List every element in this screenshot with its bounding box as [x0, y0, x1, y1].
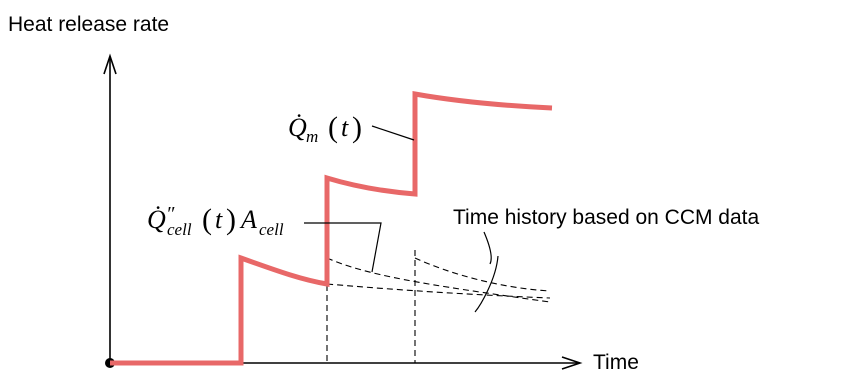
qm-subscript: m — [306, 127, 318, 146]
ccm-history-cell-3 — [414, 257, 551, 292]
ccm-history-cell-2 — [326, 257, 551, 303]
x-axis-arrowhead — [561, 356, 583, 370]
qcell-paren-open: ( — [202, 203, 212, 236]
x-axis-title: Time — [593, 351, 639, 372]
qm-label: Q̇ m ( t ) — [288, 111, 362, 146]
ccm-leader-line — [483, 231, 492, 265]
qcell-symbol: Q̇ — [147, 205, 166, 234]
qm-paren-open: ( — [328, 111, 338, 144]
qm-paren-close: ) — [352, 111, 362, 144]
qm-argument: t — [341, 113, 349, 142]
acell-symbol: A — [239, 205, 257, 234]
y-axis-title: Heat release rate — [8, 13, 169, 36]
y-axis-arrowhead — [103, 53, 117, 75]
qcell-leader-line — [304, 222, 382, 273]
qm-symbol: Q̇ — [288, 113, 307, 142]
qcell-argument: t — [215, 205, 223, 234]
ccm-brace — [474, 255, 499, 313]
ccm-annotation: Time history based on CCM data — [453, 206, 760, 229]
qm-leader-line — [371, 125, 415, 141]
qcell-subscript: cell — [167, 220, 192, 239]
qcell-label: Q̇ ″ cell ( t ) A cell — [147, 203, 284, 239]
total-hrr-curve — [110, 91, 553, 366]
acell-subscript: cell — [259, 220, 284, 239]
qcell-paren-close: ) — [226, 203, 236, 236]
qcell-prime: ″ — [166, 203, 175, 225]
